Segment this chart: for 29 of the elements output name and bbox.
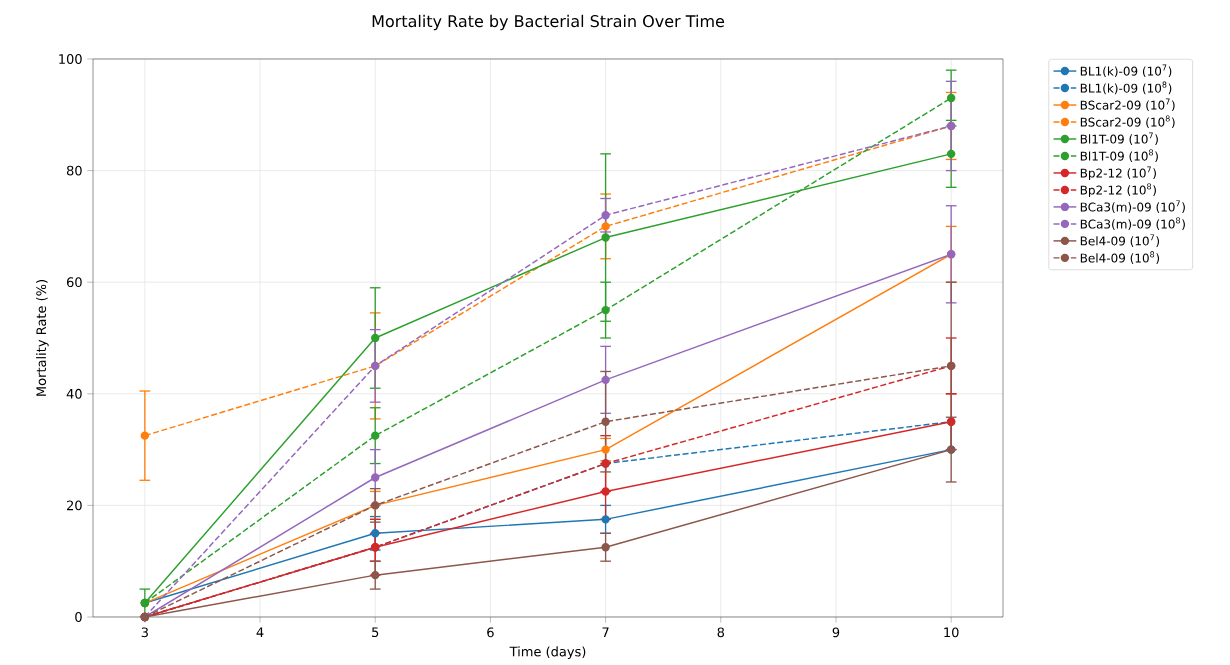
legend-label: Bp2-12 (10$^{7}$): [1080, 166, 1156, 180]
legend-label: Bel4-09 (10$^{8}$): [1080, 251, 1160, 264]
y-tick-label: 60: [66, 277, 82, 288]
legend-label: BCa3(m)-09 (10$^{7}$): [1080, 200, 1185, 213]
x-axis-title: Time (days): [509, 646, 586, 659]
y-tick-label: 100: [59, 54, 82, 64]
legend-label: Bp2-12 (10$^{8}$): [1080, 183, 1156, 197]
legend-label: BScar2-09 (10$^{8}$): [1080, 115, 1175, 129]
x-tick-label: 3: [141, 627, 148, 638]
x-tick-label: 6: [487, 627, 494, 638]
x-tick-label: 10: [944, 627, 959, 638]
y-tick-label: 0: [75, 612, 82, 622]
x-tick-label: 9: [832, 627, 840, 638]
y-tick-label: 40: [66, 388, 82, 399]
y-tick-label: 20: [67, 500, 82, 511]
legend-label: Bl1T-09 (10$^{7}$): [1080, 132, 1158, 146]
x-tick-label: 7: [602, 627, 609, 637]
chart-title: Mortality Rate by Bacterial Strain Over Time: [372, 14, 725, 31]
y-axis-title: Mortality Rate (%): [36, 280, 49, 396]
legend-label: BScar2-09 (10$^{7}$): [1080, 98, 1175, 112]
legend-label: Bel4-09 (10$^{7}$): [1080, 234, 1160, 247]
x-tick-label: 4: [256, 627, 264, 637]
legend-label: Bl1T-09 (10$^{8}$): [1080, 149, 1158, 163]
legend-label: BCa3(m)-09 (10$^{8}$): [1080, 217, 1185, 231]
legend-label: BL1(k)-09 (10$^{8}$): [1080, 81, 1172, 95]
legend-label: BL1(k)-09 (10$^{7}$): [1080, 64, 1172, 78]
x-tick-label: 8: [717, 627, 725, 638]
x-tick-label: 5: [372, 627, 379, 638]
y-tick-label: 80: [66, 165, 82, 176]
